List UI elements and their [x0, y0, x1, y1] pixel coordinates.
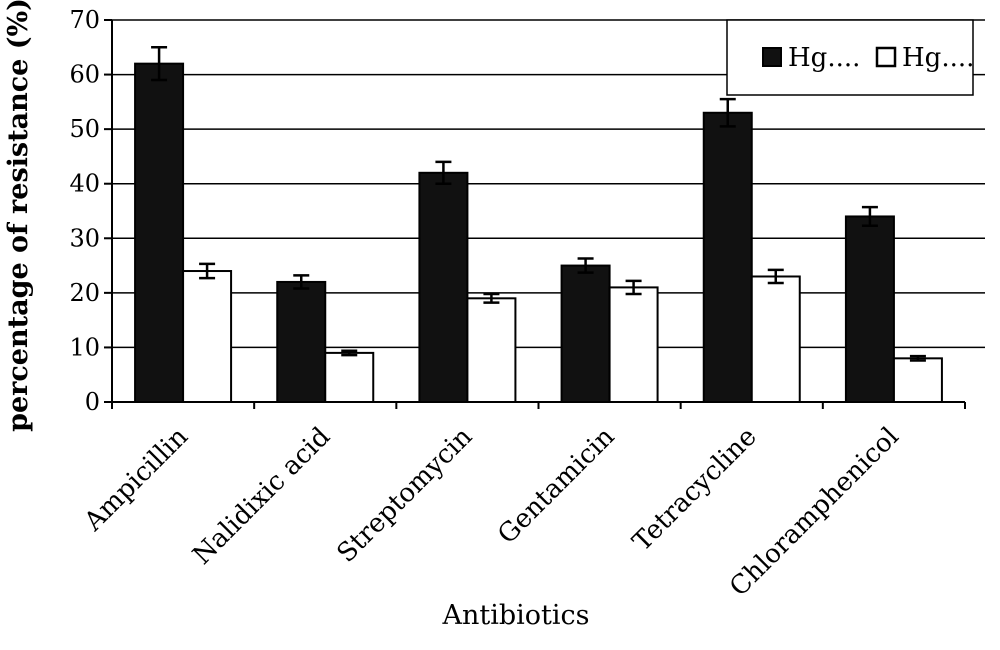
bar-series-1-chloramphenicol: [844, 215, 895, 403]
legend-swatch-series-1: [762, 47, 782, 67]
bars: [134, 46, 943, 404]
x-category-label: Tetracycline: [627, 422, 763, 558]
y-tick-label: 40: [69, 170, 100, 198]
x-category-label: Ampicillin: [78, 422, 194, 538]
y-tick-label: 60: [69, 61, 100, 89]
legend-label-series-2: Hg....: [902, 43, 974, 73]
bar-series-2-nalidixic-acid: [324, 351, 375, 403]
bar-series-2-ampicillin: [182, 270, 233, 403]
bar-series-1-tetracycline: [702, 111, 753, 404]
bar-series-2-tetracycline: [750, 275, 801, 403]
y-tick-label: 30: [69, 224, 100, 252]
bar-series-1-streptomycin: [418, 171, 469, 403]
y-tick-label: 0: [85, 388, 100, 416]
y-tick-label: 20: [69, 279, 100, 307]
axes: [104, 19, 966, 409]
y-tick-label: 50: [69, 115, 100, 143]
x-category-label: Nalidixic acid: [187, 422, 336, 571]
legend: Hg.... Hg....: [726, 19, 974, 96]
bar-series-2-chloramphenicol: [892, 357, 943, 404]
legend-swatch-series-2: [875, 46, 897, 68]
y-axis-title: percentage of resistance (%): [3, 0, 34, 432]
bar-series-2-gentamicin: [608, 286, 659, 403]
y-tick-label: 10: [69, 333, 100, 361]
grid-lines: [112, 19, 985, 349]
x-axis-title: Antibiotics: [441, 600, 589, 631]
bar-series-1-nalidixic-acid: [276, 280, 327, 404]
y-tick-label: 70: [69, 6, 100, 34]
legend-label-series-1: Hg....: [788, 43, 860, 73]
bar-series-2-streptomycin: [466, 297, 517, 404]
x-category-label: Streptomycin: [331, 422, 478, 569]
bar-series-1-gentamicin: [560, 264, 611, 404]
x-category-label: Gentamicin: [492, 422, 620, 550]
bar-series-1-ampicillin: [134, 62, 185, 404]
